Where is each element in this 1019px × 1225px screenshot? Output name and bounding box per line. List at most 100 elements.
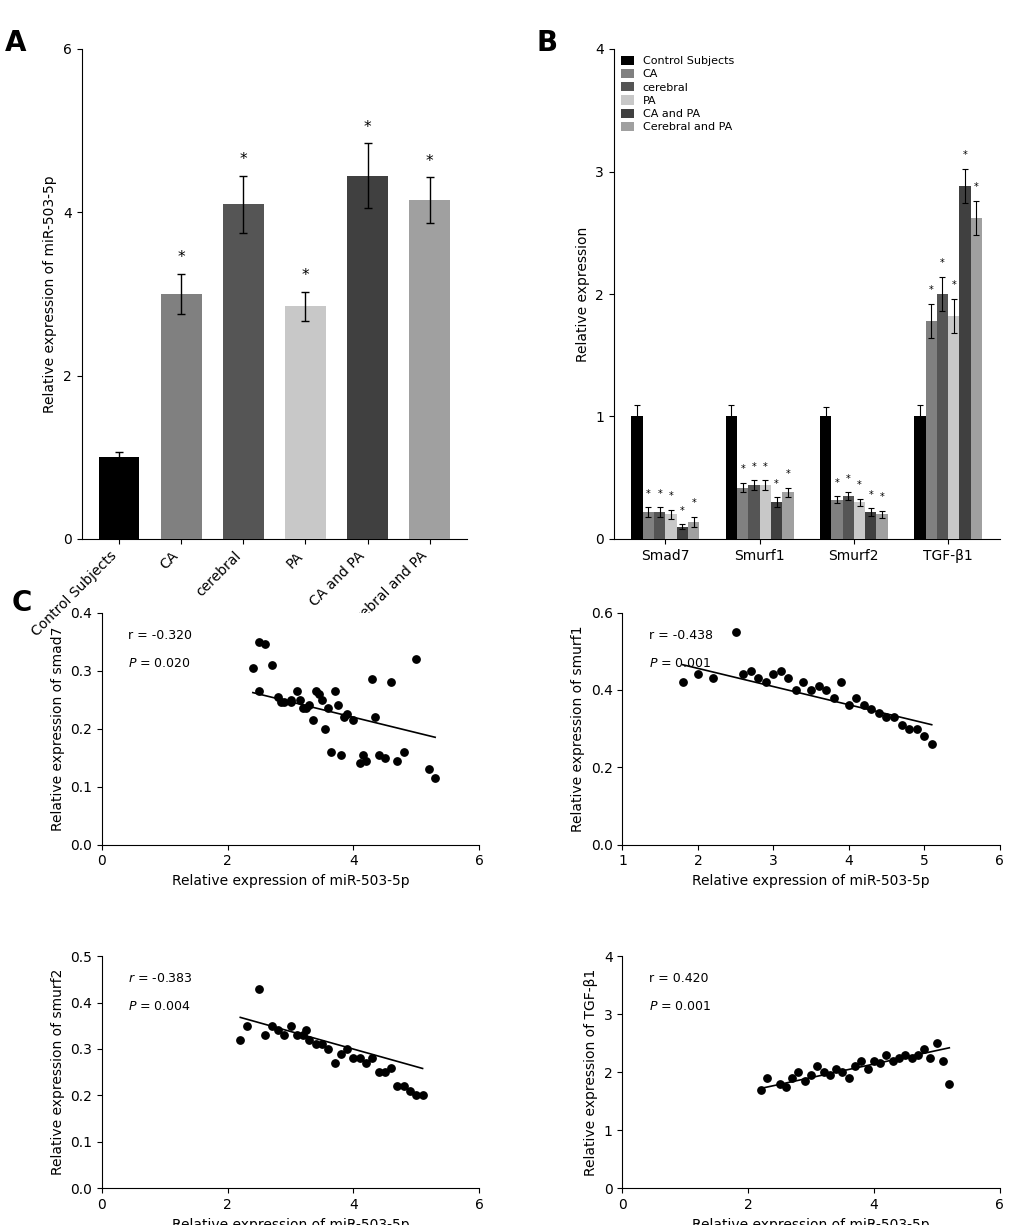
Point bbox=[311, 684, 327, 703]
Point bbox=[263, 1016, 279, 1035]
Point bbox=[382, 1057, 398, 1077]
Bar bbox=[631, 417, 642, 539]
Text: $\mathit{P}$ = 0.004: $\mathit{P}$ = 0.004 bbox=[128, 1000, 192, 1013]
Point bbox=[795, 673, 811, 692]
Point bbox=[301, 696, 317, 715]
Point bbox=[796, 1071, 812, 1090]
Point bbox=[291, 690, 308, 709]
Point bbox=[824, 687, 841, 707]
Point bbox=[401, 1080, 418, 1100]
Bar bbox=[948, 316, 959, 539]
Text: *: * bbox=[680, 506, 684, 516]
Point bbox=[903, 1047, 919, 1067]
Point bbox=[846, 1057, 862, 1077]
Point bbox=[834, 1062, 850, 1082]
Point bbox=[355, 745, 371, 764]
Text: *: * bbox=[656, 489, 661, 499]
Y-axis label: Relative expression of miR-503-5p: Relative expression of miR-503-5p bbox=[44, 175, 57, 413]
Point bbox=[915, 1039, 931, 1058]
Point bbox=[674, 673, 690, 692]
Text: *: * bbox=[773, 479, 779, 489]
Legend: Control Subjects, CA, cerebral, PA, CA and PA, Cerebral and PA: Control Subjects, CA, cerebral, PA, CA a… bbox=[619, 55, 735, 134]
Text: r = -0.320: r = -0.320 bbox=[128, 628, 193, 642]
Text: *: * bbox=[834, 478, 839, 488]
Bar bbox=[782, 492, 793, 539]
Point bbox=[332, 1044, 348, 1063]
Point bbox=[332, 745, 348, 764]
Point bbox=[908, 719, 924, 739]
Point bbox=[251, 681, 267, 701]
Point bbox=[833, 673, 849, 692]
Point bbox=[276, 1025, 292, 1045]
Point bbox=[358, 1054, 374, 1073]
Text: *: * bbox=[364, 120, 371, 135]
Text: *: * bbox=[668, 491, 673, 501]
Point bbox=[314, 690, 330, 709]
Point bbox=[282, 690, 299, 709]
Bar bbox=[842, 496, 853, 539]
Point bbox=[370, 745, 386, 764]
Point bbox=[865, 1051, 881, 1071]
Text: A: A bbox=[4, 29, 25, 58]
Bar bbox=[913, 417, 924, 539]
Point bbox=[784, 1068, 800, 1088]
Bar bbox=[770, 502, 782, 539]
Point bbox=[395, 1077, 412, 1096]
Point bbox=[308, 1034, 324, 1053]
Point bbox=[735, 665, 751, 685]
Point bbox=[370, 1062, 386, 1082]
Point bbox=[326, 681, 342, 701]
Point bbox=[893, 715, 909, 735]
Bar bbox=[664, 514, 676, 539]
Point bbox=[689, 665, 705, 685]
Point bbox=[883, 1051, 900, 1071]
Point bbox=[320, 1039, 336, 1058]
Point bbox=[821, 1066, 838, 1085]
Point bbox=[245, 658, 261, 677]
Text: $\mathit{r}$ = -0.383: $\mathit{r}$ = -0.383 bbox=[128, 973, 193, 985]
Point bbox=[232, 1030, 249, 1050]
Text: *: * bbox=[645, 489, 650, 499]
Point bbox=[802, 1066, 818, 1085]
Point bbox=[742, 660, 758, 680]
X-axis label: Relative expression of miR-503-5p: Relative expression of miR-503-5p bbox=[692, 873, 929, 888]
Text: *: * bbox=[177, 250, 185, 266]
Text: *: * bbox=[962, 151, 967, 160]
Point bbox=[270, 687, 286, 707]
Point bbox=[772, 660, 789, 680]
Point bbox=[859, 1060, 875, 1079]
Point bbox=[814, 1062, 830, 1082]
Bar bbox=[737, 488, 748, 539]
Point bbox=[389, 1077, 406, 1096]
Text: $\mathit{P}$ = 0.020: $\mathit{P}$ = 0.020 bbox=[128, 657, 192, 670]
Point bbox=[922, 734, 938, 753]
Text: B: B bbox=[536, 29, 557, 58]
Bar bbox=[875, 514, 887, 539]
Bar bbox=[819, 417, 830, 539]
Point bbox=[251, 632, 267, 652]
Point bbox=[776, 1077, 793, 1096]
Point bbox=[389, 751, 406, 771]
Point bbox=[877, 1045, 894, 1065]
Point bbox=[301, 1030, 317, 1050]
Point bbox=[323, 742, 339, 762]
Point bbox=[238, 1016, 255, 1035]
Bar bbox=[924, 321, 935, 539]
Point bbox=[257, 635, 273, 654]
Text: r = -0.438: r = -0.438 bbox=[648, 628, 712, 642]
Bar bbox=[653, 512, 664, 539]
Bar bbox=[864, 512, 875, 539]
Point bbox=[395, 742, 412, 762]
Point bbox=[376, 747, 392, 767]
Point bbox=[855, 696, 871, 715]
Text: r = 0.420: r = 0.420 bbox=[648, 973, 707, 985]
Point bbox=[704, 669, 720, 688]
Point bbox=[900, 719, 916, 739]
Bar bbox=[676, 527, 687, 539]
Point bbox=[871, 1054, 888, 1073]
Point bbox=[847, 687, 863, 707]
Point bbox=[749, 669, 765, 688]
Bar bbox=[935, 294, 948, 539]
Point bbox=[288, 681, 305, 701]
Bar bbox=[285, 306, 325, 539]
